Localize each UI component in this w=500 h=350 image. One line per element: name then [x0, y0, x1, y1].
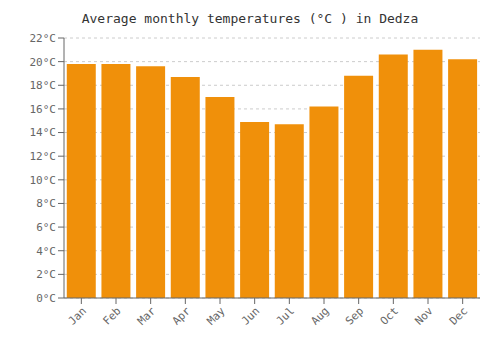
html-text:Average monthly temperatures (: Average monthly temperatures (°C ) in De…	[81, 11, 419, 26]
svg-text:16°C: 16°C	[30, 103, 57, 116]
svg-text:6°C: 6°C	[36, 221, 56, 234]
svg-text:Apr: Apr	[170, 304, 194, 328]
svg-text:0°C: 0°C	[36, 292, 56, 305]
svg-text:14°C: 14°C	[30, 126, 57, 139]
svg-text:Nov: Nov	[412, 304, 436, 328]
svg-text:Jan: Jan	[66, 304, 89, 327]
svg-text:Aug: Aug	[308, 304, 331, 327]
svg-text:May: May	[204, 304, 228, 328]
svg-text:Sep: Sep	[343, 304, 366, 327]
svg-text:22°C: 22°C	[30, 32, 57, 45]
svg-text:20°C: 20°C	[30, 56, 57, 69]
svg-text:Jun: Jun	[239, 304, 262, 327]
svg-text:4°C: 4°C	[36, 245, 56, 258]
svg-text:Feb: Feb	[100, 304, 123, 327]
svg-text:Mar: Mar	[135, 304, 159, 328]
svg-text:Dec: Dec	[447, 304, 470, 327]
svg-text:Jul: Jul	[274, 304, 297, 327]
svg-text:10°C: 10°C	[30, 174, 57, 187]
svg-text:2°C: 2°C	[36, 268, 56, 281]
svg-text:12°C: 12°C	[30, 150, 57, 163]
svg-text:Oct: Oct	[378, 304, 401, 327]
svg-text:8°C: 8°C	[36, 197, 56, 210]
svg-text:18°C: 18°C	[30, 79, 57, 92]
